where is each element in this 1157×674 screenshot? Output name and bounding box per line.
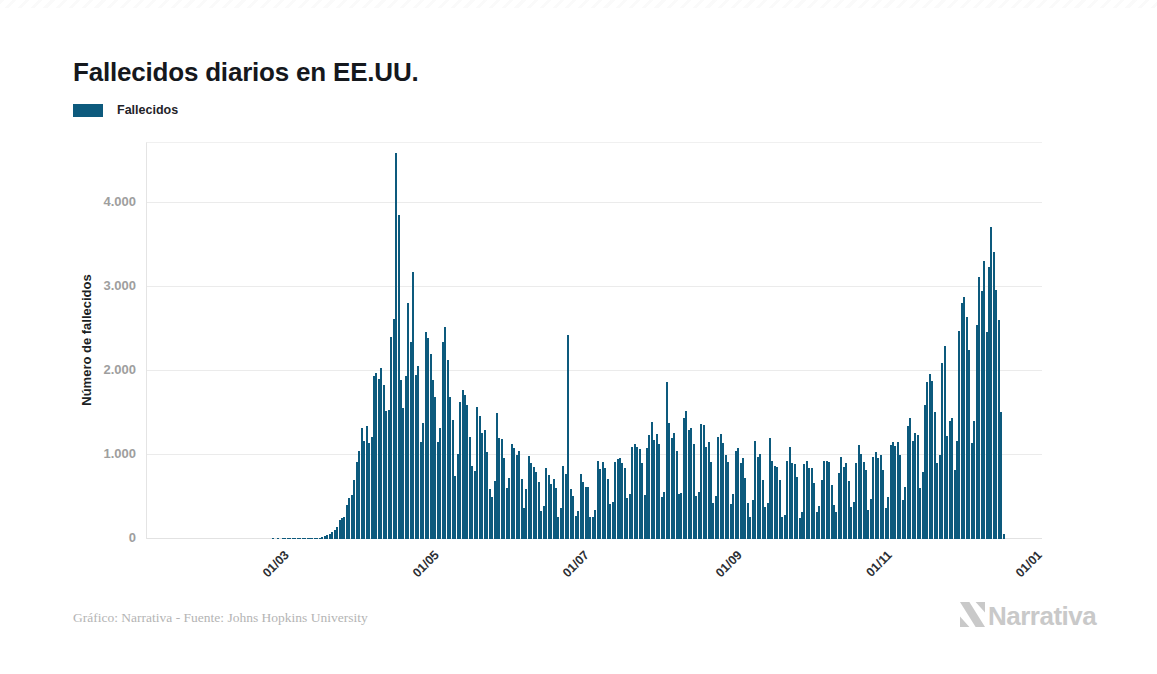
narrativa-wordmark: Narrativa <box>988 601 1096 632</box>
torn-top-edge-decoration <box>0 0 1157 8</box>
y-tick-label: 0 <box>66 530 136 545</box>
bar <box>272 538 274 539</box>
legend: Fallecidos <box>73 103 178 117</box>
y-tick-label: 2.000 <box>66 362 136 377</box>
y-tick-label: 4.000 <box>66 194 136 209</box>
x-tick-label: 01/09 <box>689 548 744 603</box>
y-tick-label: 3.000 <box>66 278 136 293</box>
gridline-3000 <box>147 286 1042 287</box>
gridline-2000 <box>147 370 1042 371</box>
x-tick-label: 01/07 <box>537 548 592 603</box>
gridline-4000 <box>147 202 1042 203</box>
x-tick-label: 01/05 <box>387 548 442 603</box>
x-tick-label: 01/01 <box>989 548 1044 603</box>
legend-label: Fallecidos <box>117 103 178 117</box>
narrativa-n-icon <box>960 602 985 631</box>
x-tick-label: 01/11 <box>839 548 894 603</box>
plot-area <box>146 142 1042 539</box>
x-tick-label: 01/03 <box>237 548 292 603</box>
bar <box>1000 412 1002 539</box>
legend-swatch-fallecidos <box>73 104 103 117</box>
chart-title: Fallecidos diarios en EE.UU. <box>73 57 419 88</box>
y-tick-label: 1.000 <box>66 446 136 461</box>
credit-line: Gráfico: Narrativa - Fuente: Johns Hopki… <box>73 610 368 626</box>
narrativa-logo: Narrativa <box>960 601 1096 632</box>
bar <box>277 538 279 539</box>
bar <box>1003 534 1005 539</box>
y-axis-title: Número de fallecidos <box>79 274 94 405</box>
